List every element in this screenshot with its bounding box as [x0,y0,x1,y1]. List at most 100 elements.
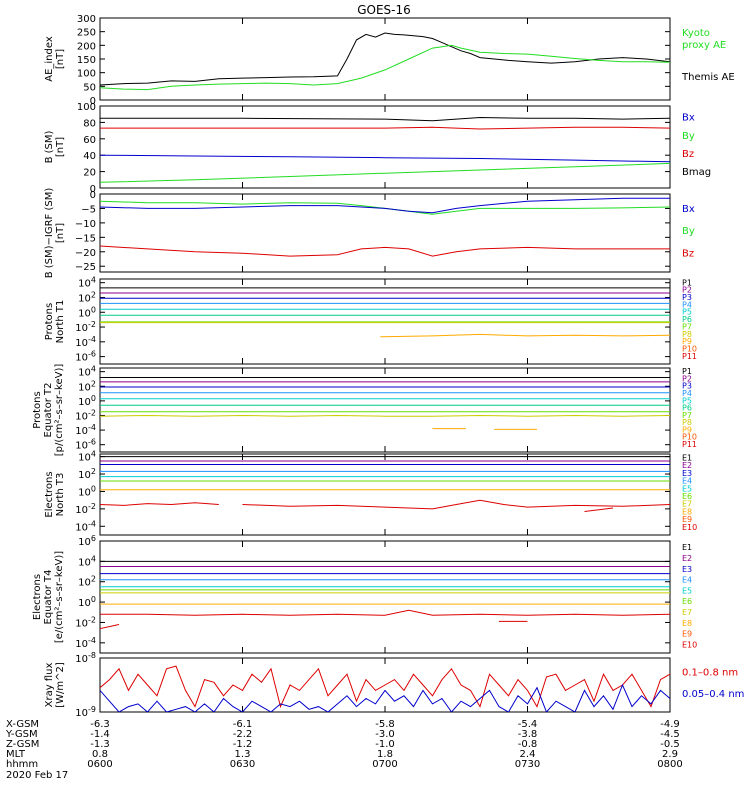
legend-p5: P5 [682,396,692,405]
legend-p9: P9 [682,337,692,346]
y-tick-label: 10-9 [75,705,96,719]
y-tick-label: 50 [83,82,96,93]
ephemeris-value: -4.9 [660,719,680,730]
legend-bmag: Bmag [682,167,711,178]
y-tick-label: 104 [78,554,96,568]
legend-e7: E7 [682,608,692,617]
ephemeris-value: -5.8 [375,719,395,730]
panel-enorth: 104 102 100 10-2 10-4 Electrons North T3 E1E2E3… [44,450,697,536]
series-line-e10a [100,624,120,630]
ephemeris-value: 1.8 [377,749,393,760]
y-tick-label: 150 [77,55,96,66]
y-tick-label: 0 [90,96,96,107]
legend-p5: P5 [682,308,692,317]
y-tick-label: 102 [78,467,96,481]
series-line-by [100,200,670,215]
legend-p3: P3 [682,382,692,391]
legend-p7: P7 [682,322,692,331]
y-tick-label: 100 [77,102,96,113]
series-line-e9 [100,609,670,616]
plot-date: 2020 Feb 17 [6,770,68,781]
ephemeris-label-mlt: MLT [6,749,26,760]
series-group [100,377,670,430]
y-axis-label: Xray flux [44,663,55,708]
ephemeris-value: -2.2 [233,729,253,740]
series-line-themis-ae [100,32,670,86]
y-tick-label: 106 [78,534,96,548]
legend-e9: E9 [682,515,692,524]
ephemeris-value: 0600 [87,759,112,770]
y-tick-label: 10-2 [75,408,96,422]
series-line-0-1-0-8-nm [100,665,670,709]
legend-p1: P1 [682,367,692,376]
series-line-bx [100,197,670,214]
plot-title: GOES-16 [357,3,411,17]
legend-p10: P10 [682,345,697,354]
ephemeris-label-hhmm: hhmm [6,759,38,770]
legend-p8: P8 [682,330,692,339]
legend-0-05-0-4-nm: 0.05–0.4 nm [682,689,744,700]
y-axis-label: AE_index [44,36,55,82]
legend-e6: E6 [682,597,692,606]
y-tick-label: 102 [78,575,96,589]
panel-ae: 300 250 200 150 100 50 0 AE_index [nT] Kyotoproxy… [44,14,735,107]
legend-e2: E2 [682,461,692,470]
y-tick-label: 102 [78,290,96,304]
ephemeris-value: -1.4 [90,729,110,740]
legend-e8: E8 [682,619,692,628]
y-tick-label: 20 [83,168,96,179]
legend-bx: Bx [682,113,695,124]
y-tick-label: 104 [78,450,96,464]
legend-e5: E5 [682,484,692,493]
legend-p2: P2 [682,374,692,383]
ephemeris-value: -6.3 [90,719,110,730]
ephemeris-value: -1.0 [375,739,395,750]
ephemeris-value: 2.4 [520,749,536,760]
series-line-by [100,162,670,183]
series-line-bz [100,245,670,257]
y-axis-label: Protons [44,303,55,340]
ephemeris-value: -6.1 [233,719,253,730]
legend-kyoto: Kyoto [682,28,710,39]
panel-frame [99,453,671,536]
y-tick-label: 100 [78,595,96,609]
ephemeris-value: -3.0 [375,729,395,740]
ephemeris-value: -4.5 [660,729,680,740]
series-group [100,287,670,338]
y-axis-label: Equator T2 [43,383,54,438]
legend-p4: P4 [682,300,692,309]
legend-p10: P10 [682,433,697,442]
legend-by: By [682,226,695,237]
series-line-e9c [584,507,614,512]
y-tick-label: 10-4 [75,423,96,437]
series-line-e9b [242,499,670,510]
ephemeris-value: -0.8 [518,739,538,750]
ephemeris-label-x-gsm: X-GSM [6,719,39,730]
y-axis-label: Electrons [32,574,43,620]
y-tick-label: 10-4 [75,636,96,650]
legend-bz: Bz [682,248,694,259]
ephemeris-value: 0700 [372,759,397,770]
y-tick-label: 104 [78,365,96,379]
y-axis-label: Equator T4 [43,570,54,625]
legend-e4: E4 [682,477,692,486]
y-tick-label: 10-4 [75,335,96,349]
y-axis-label: B (SM) [44,130,55,163]
ephemeris-value: 2.9 [662,749,678,760]
series-group [100,560,670,630]
y-tick-label: 100 [77,69,96,80]
legend-p11: P11 [682,352,697,361]
y-tick-label: 10-2 [75,615,96,629]
ephemeris-label-z-gsm: Z-GSM [6,739,39,750]
legend-bx: Bx [682,204,695,215]
y-tick-label: 80 [83,118,96,129]
ephemeris-label-y-gsm: Y-GSM [5,729,38,740]
series-line-bx [100,154,670,163]
y-tick-label: 10-8 [75,651,96,665]
legend-e5: E5 [682,586,692,595]
legend-e1: E1 [682,543,692,552]
legend-p8: P8 [682,418,692,427]
